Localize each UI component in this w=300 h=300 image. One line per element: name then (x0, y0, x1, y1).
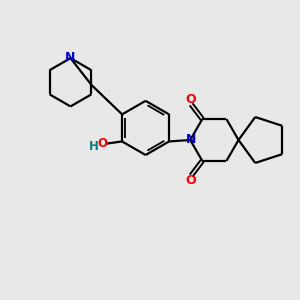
Text: O: O (98, 137, 108, 150)
Text: O: O (185, 174, 196, 188)
Text: N: N (186, 134, 196, 146)
Text: H: H (89, 140, 99, 153)
Text: O: O (185, 93, 196, 106)
Text: N: N (65, 51, 76, 64)
